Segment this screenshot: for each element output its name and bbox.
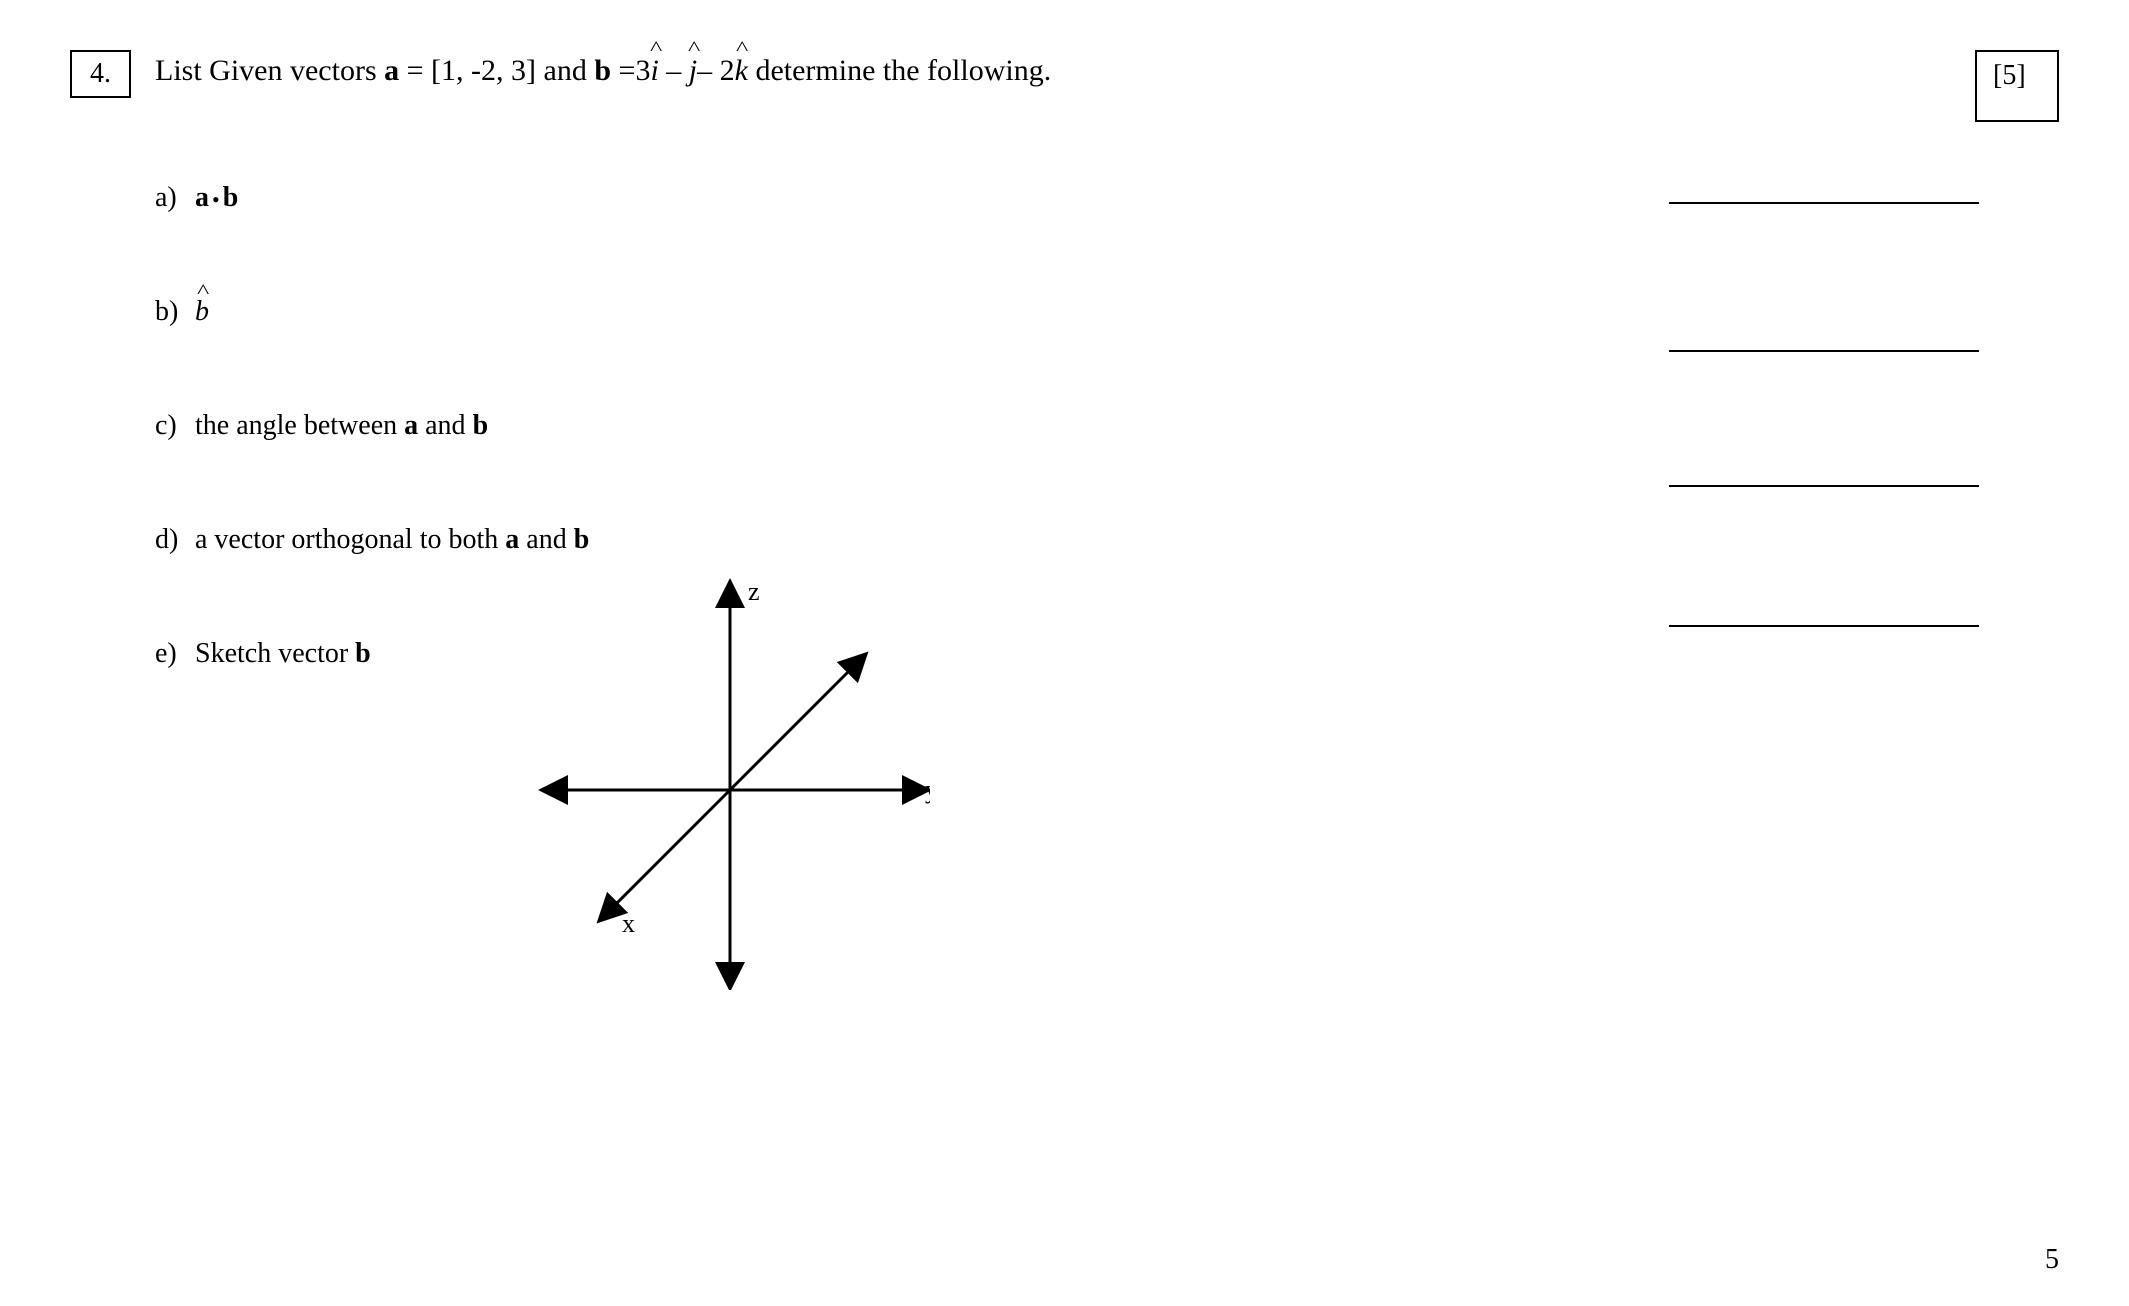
sub-content-b: b	[195, 296, 209, 328]
vector-b-name: b	[594, 54, 611, 87]
j-hat: j	[689, 50, 697, 92]
x-axis	[605, 790, 730, 915]
answer-line-d	[1669, 625, 1979, 627]
x-label: x	[622, 909, 635, 938]
i-hat: i	[650, 50, 658, 92]
z-label: z	[748, 577, 760, 606]
subquestion-b: b) b	[155, 296, 2059, 328]
sub-content-c: the angle between a and b	[195, 410, 488, 442]
question-number-box: 4.	[70, 50, 131, 98]
page-number: 5	[2045, 1244, 2059, 1276]
marks-box: [5]	[1975, 50, 2059, 122]
sub-content-a: a • b	[195, 182, 238, 214]
answer-line-c	[1669, 485, 1979, 487]
sub-label-e: e)	[155, 638, 195, 670]
x-axis-neg	[730, 660, 860, 790]
question-text: List Given vectors a = [1, -2, 3] and b …	[155, 50, 1945, 92]
sub-label-d: d)	[155, 524, 195, 556]
y-label: y	[925, 775, 930, 804]
answer-line-b	[1669, 350, 1979, 352]
subquestion-e: e) Sketch vector b	[155, 638, 2059, 670]
axes-diagram: z y x	[530, 570, 930, 990]
k-hat: k	[735, 50, 748, 92]
sub-label-b: b)	[155, 296, 195, 328]
subquestion-c: c) the angle between a and b	[155, 410, 2059, 442]
question-number: 4.	[90, 58, 111, 89]
marks-value: [5]	[1993, 60, 2026, 91]
sub-content-d: a vector orthogonal to both a and b	[195, 524, 589, 556]
axes-svg: z y x	[530, 570, 930, 990]
subquestion-a: a) a • b	[155, 182, 2059, 214]
question-header: 4. List Given vectors a = [1, -2, 3] and…	[70, 50, 2059, 122]
sub-content-e: Sketch vector b	[195, 638, 371, 670]
sub-label-c: c)	[155, 410, 195, 442]
sub-label-a: a)	[155, 182, 195, 214]
b-hat: b	[195, 296, 209, 328]
subquestion-d: d) a vector orthogonal to both a and b	[155, 524, 2059, 556]
vector-a-name: a	[384, 54, 399, 87]
answer-line-a	[1669, 202, 1979, 204]
